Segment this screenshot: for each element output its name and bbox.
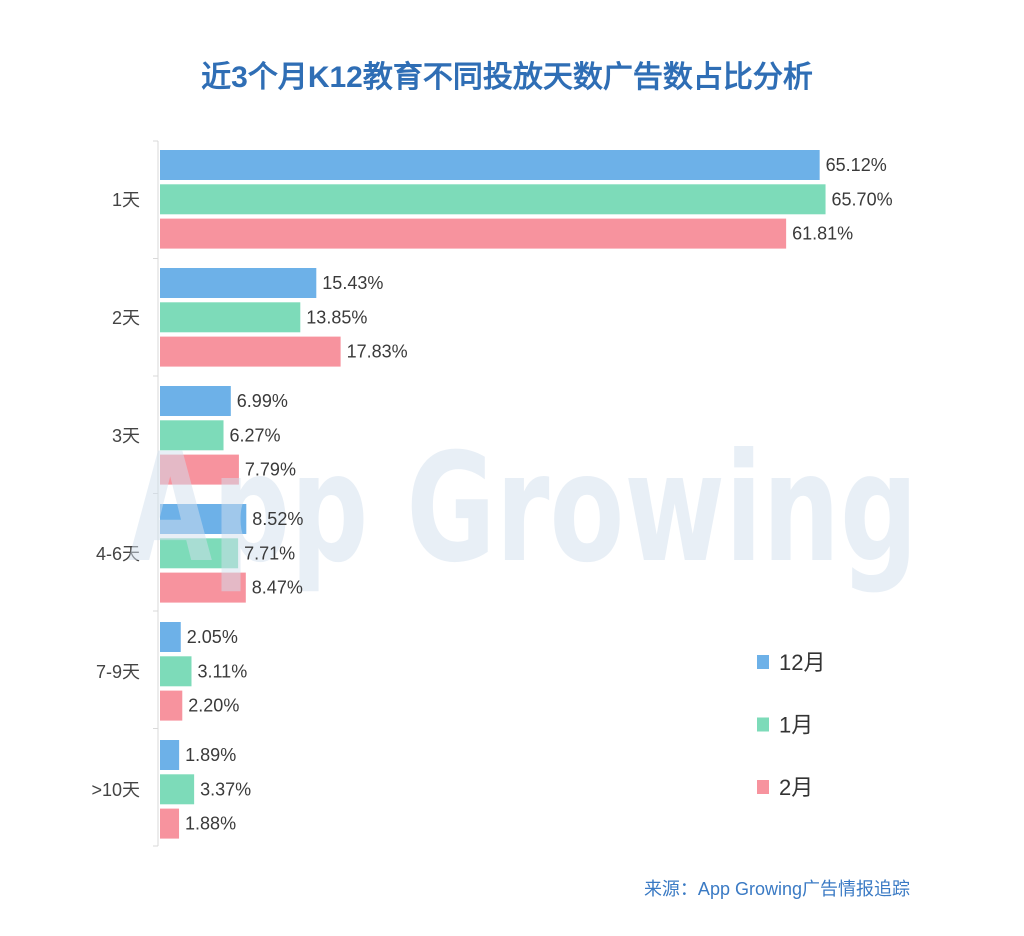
bar — [160, 150, 820, 180]
bar — [160, 572, 246, 603]
bars — [160, 150, 826, 839]
value-unit: % — [351, 307, 367, 327]
value-labels: 65.12%15.43%6.99%8.52%2.05%1.89%65.70%13… — [185, 155, 893, 834]
category-label: 1天 — [112, 190, 140, 210]
value-number: 65.12 — [826, 155, 871, 175]
value-unit: % — [231, 661, 247, 681]
value-number: 8.47 — [252, 578, 287, 598]
bar — [160, 302, 301, 333]
legend: 12月 1月 2月 — [757, 650, 825, 800]
value-label: 1.88% — [185, 814, 236, 834]
value-label: 6.27% — [230, 425, 281, 445]
value-number: 65.70 — [832, 189, 877, 209]
value-unit: % — [220, 745, 236, 765]
value-number: 7.79 — [245, 460, 280, 480]
bar — [160, 420, 224, 451]
bar — [160, 622, 181, 652]
source-note: 来源：App Growing广告情报追踪 — [644, 879, 910, 899]
value-number: 6.27 — [230, 425, 265, 445]
value-unit: % — [287, 509, 303, 529]
value-label: 8.47% — [252, 578, 303, 598]
value-label: 15.43% — [322, 273, 383, 293]
value-number: 1.88 — [185, 814, 220, 834]
category-label: 3天 — [112, 426, 140, 446]
legend-swatch — [757, 717, 769, 732]
legend-swatch — [757, 780, 769, 794]
bar — [160, 538, 239, 569]
value-unit: % — [220, 814, 236, 834]
bar — [160, 268, 317, 298]
value-number: 1.89 — [185, 745, 220, 765]
value-label: 3.11% — [198, 661, 248, 681]
value-label: 61.81% — [792, 224, 853, 244]
value-label: 7.79% — [245, 460, 296, 480]
axis-ticks — [153, 140, 158, 847]
value-number: 8.52 — [252, 509, 287, 529]
value-number: 13.85 — [306, 307, 351, 327]
value-label: 2.05% — [187, 627, 238, 647]
value-unit: % — [222, 627, 238, 647]
value-label: 6.99% — [237, 391, 288, 411]
value-label: 2.20% — [188, 696, 239, 716]
legend-label: 1月 — [779, 713, 813, 738]
value-label: 65.12% — [826, 155, 887, 175]
value-unit: % — [392, 342, 408, 362]
value-unit: % — [367, 273, 383, 293]
value-label: 17.83% — [347, 342, 408, 362]
value-unit: % — [235, 779, 251, 799]
bar — [160, 690, 183, 721]
legend-label: 2月 — [779, 775, 813, 800]
value-unit: % — [272, 391, 288, 411]
category-label: 4-6天 — [96, 544, 140, 564]
bar — [160, 656, 192, 687]
bar — [160, 774, 195, 805]
value-unit: % — [279, 543, 295, 563]
value-label: 7.71% — [244, 543, 295, 563]
bar — [160, 808, 180, 839]
bar — [160, 386, 231, 416]
value-number: 17.83 — [347, 342, 392, 362]
category-label: >10天 — [91, 780, 140, 800]
value-number: 3.11 — [198, 661, 232, 681]
value-label: 65.70% — [832, 189, 893, 209]
value-unit: % — [837, 224, 853, 244]
value-unit: % — [280, 460, 296, 480]
value-label: 13.85% — [306, 307, 367, 327]
bar — [160, 504, 247, 534]
bar — [160, 218, 787, 249]
category-label: 7-9天 — [96, 662, 140, 682]
value-unit: % — [877, 189, 893, 209]
legend-swatch — [757, 655, 769, 669]
chart-title: 近3个月K12教育不同投放天数广告数占比分析 — [201, 60, 813, 94]
value-label: 8.52% — [252, 509, 303, 529]
bar — [160, 184, 826, 215]
value-number: 3.37 — [200, 779, 235, 799]
value-number: 61.81 — [792, 224, 837, 244]
bar — [160, 740, 180, 770]
value-number: 2.05 — [187, 627, 222, 647]
value-unit: % — [871, 155, 887, 175]
bar — [160, 336, 341, 367]
value-number: 7.71 — [244, 543, 279, 563]
category-labels: 1天 2天 3天 4-6天 7-9天 >10天 — [91, 190, 140, 800]
value-number: 15.43 — [322, 273, 367, 293]
value-number: 6.99 — [237, 391, 272, 411]
value-unit: % — [223, 696, 239, 716]
legend-label: 12月 — [779, 650, 825, 675]
value-unit: % — [287, 578, 303, 598]
value-label: 1.89% — [185, 745, 236, 765]
bar — [160, 454, 239, 485]
category-label: 2天 — [112, 308, 140, 328]
value-unit: % — [265, 425, 281, 445]
value-label: 3.37% — [200, 779, 251, 799]
value-number: 2.20 — [188, 696, 223, 716]
